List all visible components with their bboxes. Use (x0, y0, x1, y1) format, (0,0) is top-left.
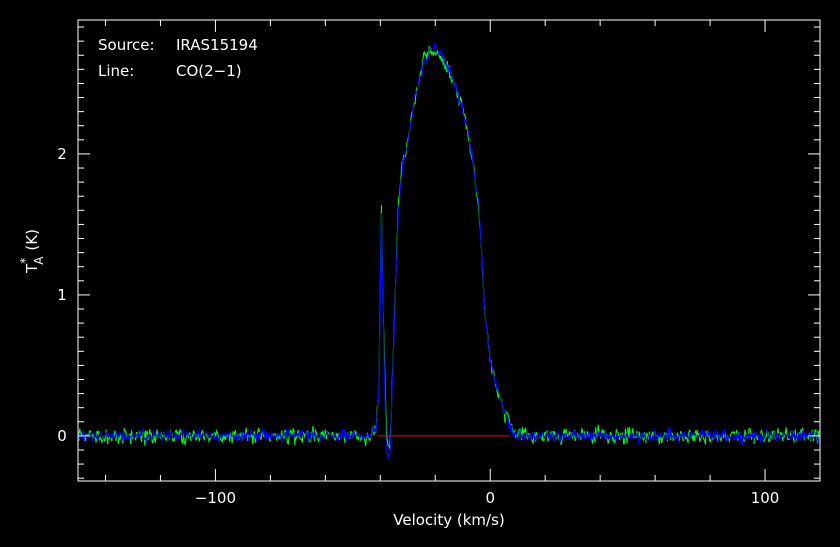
x-tick-label: 100 (751, 489, 780, 507)
plot-frame (77, 19, 821, 482)
x-axis-label: Velocity (km/s) (393, 511, 504, 529)
y-axis-label-sub: A (32, 256, 46, 265)
y-tick-label: 1 (57, 286, 67, 304)
source-value: IRAS15194 (176, 36, 258, 54)
x-tick-label: 0 (485, 489, 495, 507)
line-value: CO(2−1) (176, 62, 242, 80)
x-tick-label: −100 (195, 489, 236, 507)
source-label: Source: (98, 36, 155, 54)
y-tick-label: 2 (57, 145, 67, 163)
y-axis-label: T*A (K) (18, 229, 46, 274)
y-axis-label-main: T (23, 263, 41, 274)
line-label: Line: (98, 62, 134, 80)
y-axis-label-text: T*A (K) (18, 229, 46, 274)
y-tick-label: 0 (57, 427, 67, 445)
series-line-2 (77, 42, 821, 460)
series-layer (77, 42, 821, 460)
y-axis-label-sup: * (18, 258, 32, 264)
y-axis-label-unit: (K) (23, 229, 41, 251)
tick-layer: −100 0 100 0 1 2 (57, 20, 821, 507)
